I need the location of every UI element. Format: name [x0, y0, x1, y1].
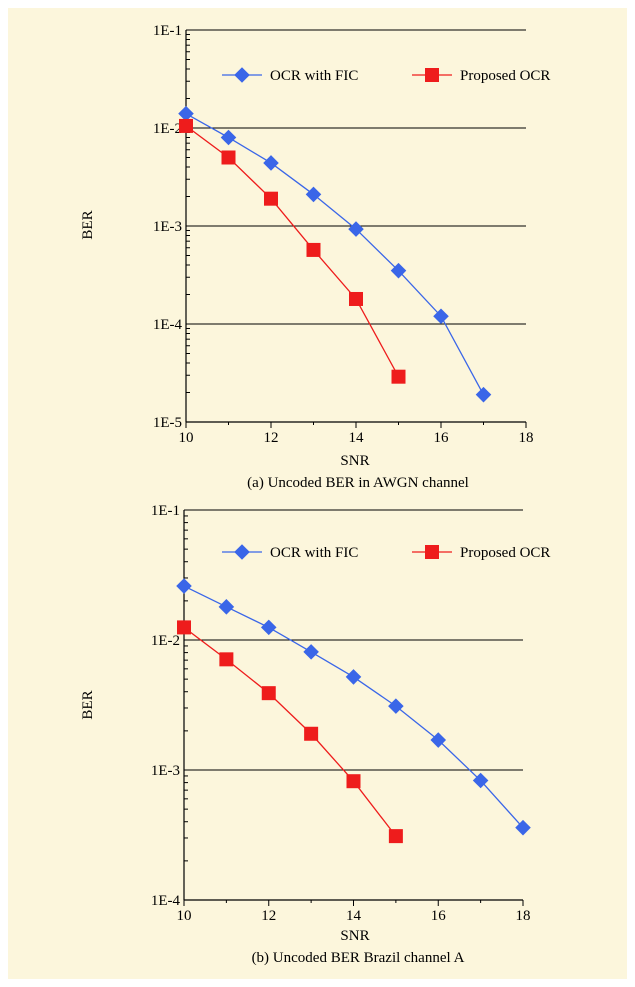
y-tick-label: 1E-5 — [153, 415, 182, 431]
x-tick-label: 10 — [179, 430, 194, 446]
legend: OCR with FIC Proposed OCR — [222, 544, 550, 561]
x-axis-label: SNR — [340, 928, 369, 944]
data-point-diamond — [218, 599, 235, 615]
series-line — [185, 125, 400, 377]
legend-label-ocr-fic: OCR with FIC — [270, 545, 358, 561]
data-point-square — [219, 652, 234, 667]
y-tick-label: 1E-4 — [151, 893, 181, 909]
data-point-square — [388, 829, 403, 844]
panel-caption: (a) Uncoded BER in AWGN channel — [247, 475, 469, 491]
data-point-square — [261, 686, 276, 701]
panel-caption: (b) Uncoded BER Brazil channel A — [252, 950, 465, 966]
plot-area: 1E-5 1E-4 1E-3 1E-2 1E-1 10 12 14 16 18 — [153, 23, 534, 446]
legend-label-ocr-fic: OCR with FIC — [270, 68, 358, 84]
x-tick-label: 16 — [434, 430, 450, 446]
square-icon — [425, 68, 439, 82]
series-proposed-ocr — [179, 118, 406, 384]
x-tick-label: 10 — [177, 908, 192, 924]
data-point-square — [304, 726, 319, 741]
data-point-square — [306, 242, 321, 257]
x-axis-label: SNR — [340, 453, 369, 469]
data-point-square — [221, 150, 236, 165]
y-tick-label: 1E-2 — [151, 633, 180, 649]
legend-label-proposed: Proposed OCR — [460, 68, 550, 84]
diamond-icon — [234, 544, 250, 560]
data-point-square — [391, 369, 406, 384]
y-tick-label: 1E-1 — [151, 503, 180, 519]
y-tick-label: 1E-3 — [153, 219, 182, 235]
y-axis-label: BER — [80, 210, 96, 239]
series-line — [185, 113, 485, 395]
x-tick-label: 18 — [519, 430, 534, 446]
figure-background — [8, 8, 627, 979]
data-point-diamond — [305, 186, 322, 203]
data-point-diamond — [176, 578, 192, 594]
data-point-square — [179, 118, 193, 133]
data-point-square — [264, 191, 278, 206]
data-point-diamond — [263, 155, 279, 171]
legend: OCR with FIC Proposed OCR — [222, 67, 550, 84]
data-point-diamond — [348, 221, 364, 237]
x-tick-label: 18 — [516, 908, 531, 924]
x-tick-label: 12 — [264, 430, 279, 446]
y-axis-label: BER — [80, 690, 96, 719]
x-tick-label: 16 — [431, 908, 447, 924]
legend-label-proposed: Proposed OCR — [460, 545, 550, 561]
data-point-diamond — [515, 819, 531, 836]
square-icon — [425, 545, 439, 559]
y-tick-label: 1E-4 — [153, 317, 183, 333]
panel-awgn: BER SNR (a) Uncoded BER in AWGN channel … — [80, 23, 550, 491]
y-tick-label: 1E-1 — [153, 23, 182, 39]
data-point-diamond — [178, 105, 194, 122]
y-tick-label: 1E-3 — [151, 763, 180, 779]
data-point-square — [346, 774, 361, 789]
data-point-square — [349, 291, 363, 306]
x-tick-label: 14 — [346, 908, 362, 924]
data-point-square — [177, 620, 191, 635]
data-point-diamond — [220, 129, 237, 146]
series-line — [183, 626, 397, 837]
series-proposed-ocr — [177, 620, 403, 844]
y-tick-label: 1E-2 — [153, 121, 182, 137]
diamond-icon — [234, 67, 250, 83]
plot-area: 1E-4 1E-3 1E-2 1E-1 10 12 14 16 18 — [151, 503, 531, 924]
x-tick-label: 14 — [349, 430, 365, 446]
x-tick-label: 12 — [261, 908, 276, 924]
